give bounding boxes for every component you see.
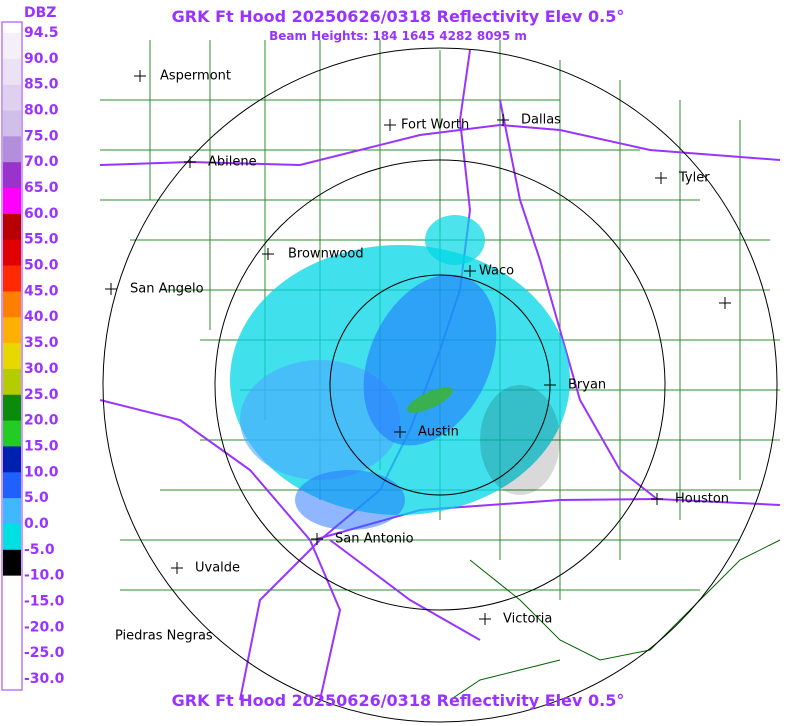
legend-swatch bbox=[3, 58, 21, 86]
city-label: Aspermont bbox=[160, 69, 231, 84]
legend-swatch bbox=[3, 575, 21, 602]
legend-frame bbox=[1, 21, 23, 691]
city-marker bbox=[262, 248, 274, 260]
city-marker bbox=[651, 493, 663, 505]
legend-label: 80.0 bbox=[24, 103, 59, 119]
legend-label: 15.0 bbox=[24, 438, 59, 454]
city-marker bbox=[497, 114, 509, 126]
city-marker bbox=[184, 156, 196, 168]
city-label: Bryan bbox=[568, 378, 606, 393]
legend-swatch bbox=[3, 136, 21, 163]
legend-swatch bbox=[3, 653, 21, 680]
subtitle: Beam Heights: 184 1645 4282 8095 m bbox=[269, 29, 527, 43]
legend-label: 70.0 bbox=[24, 154, 59, 170]
legend-swatch bbox=[3, 420, 21, 447]
legend-label: 30.0 bbox=[24, 361, 59, 377]
city-label: Piedras Negras bbox=[115, 629, 213, 644]
legend-swatch bbox=[3, 627, 21, 654]
legend-swatch bbox=[3, 265, 21, 292]
legend-label: -30.0 bbox=[24, 671, 65, 687]
legend-swatch bbox=[3, 394, 21, 422]
legend-label: -20.0 bbox=[24, 619, 65, 635]
legend-label: 35.0 bbox=[24, 335, 59, 351]
legend-label: 55.0 bbox=[24, 232, 59, 248]
legend-unit: DBZ bbox=[24, 5, 56, 21]
radar-echoes bbox=[230, 215, 570, 530]
city-label: Houston bbox=[675, 492, 729, 507]
legend-swatch bbox=[3, 523, 21, 551]
city-marker bbox=[134, 70, 146, 82]
legend-label: -5.0 bbox=[24, 542, 55, 558]
legend-label: 0.0 bbox=[24, 516, 49, 532]
legend-label: 94.5 bbox=[24, 25, 59, 41]
legend-swatch bbox=[3, 549, 21, 577]
legend-swatch bbox=[3, 601, 21, 628]
legend-label: 75.0 bbox=[24, 128, 59, 144]
legend-swatch bbox=[3, 498, 21, 525]
legend-swatch bbox=[3, 110, 21, 137]
legend-label: 50.0 bbox=[24, 258, 59, 274]
highways bbox=[99, 49, 781, 701]
city-marker bbox=[394, 426, 406, 438]
city-label: Waco bbox=[479, 264, 514, 279]
city-marker bbox=[479, 613, 491, 625]
legend-label: 45.0 bbox=[24, 283, 59, 299]
city-marker bbox=[544, 379, 556, 391]
legend-swatch bbox=[3, 162, 21, 189]
city-label: Tyler bbox=[678, 171, 710, 186]
city-marker bbox=[311, 533, 323, 545]
legend-swatch bbox=[3, 368, 21, 396]
legend-swatch bbox=[3, 33, 21, 60]
title: GRK Ft Hood 20250626/0318 Reflectivity E… bbox=[172, 7, 625, 26]
legend-swatch bbox=[3, 84, 21, 112]
city-marker bbox=[719, 297, 731, 309]
legend-swatch bbox=[3, 239, 21, 267]
legend-label: -25.0 bbox=[24, 645, 65, 661]
legend-label: 65.0 bbox=[24, 180, 59, 196]
legend-label: 40.0 bbox=[24, 309, 59, 325]
city-label: Uvalde bbox=[195, 561, 240, 576]
legend-label: -15.0 bbox=[24, 593, 65, 609]
legend-label: 25.0 bbox=[24, 387, 59, 403]
legend-swatch bbox=[3, 188, 21, 215]
city-label: Brownwood bbox=[288, 247, 364, 262]
city-marker bbox=[384, 119, 396, 131]
city-label: Victoria bbox=[503, 612, 552, 627]
footer-title: GRK Ft Hood 20250626/0318 Reflectivity E… bbox=[172, 691, 625, 710]
legend-label: 20.0 bbox=[24, 413, 59, 429]
legend-label: 60.0 bbox=[24, 206, 59, 222]
city-marker bbox=[464, 265, 476, 277]
city-marker bbox=[105, 283, 117, 295]
city-label: Fort Worth bbox=[401, 118, 469, 133]
legend-swatch bbox=[3, 472, 21, 499]
legend-label: 85.0 bbox=[24, 77, 59, 93]
legend-label: 10.0 bbox=[24, 464, 59, 480]
city-label: Abilene bbox=[208, 155, 257, 170]
legend-swatch bbox=[3, 291, 21, 318]
city-marker bbox=[655, 172, 667, 184]
legend-label: -10.0 bbox=[24, 568, 65, 584]
legend-swatch bbox=[3, 343, 21, 370]
legend-label: 90.0 bbox=[24, 51, 59, 67]
legend-swatch bbox=[3, 446, 21, 473]
city-label: San Angelo bbox=[130, 282, 204, 297]
city-label: Dallas bbox=[521, 113, 561, 128]
city-label: Austin bbox=[418, 425, 459, 440]
legend-swatch bbox=[3, 213, 21, 241]
legend-swatch bbox=[3, 317, 21, 344]
city-label: San Antonio bbox=[335, 532, 414, 547]
cities: Aspermont Fort Worth Dallas Abilene Tyler Bro… bbox=[105, 69, 729, 644]
city-marker bbox=[171, 562, 183, 574]
legend-label: 5.0 bbox=[24, 490, 49, 506]
color-legend: 94.5 90.0 85.0 80.0 75.0 70.0 65.0 60.0 55.0 50.0… bbox=[1, 21, 65, 691]
